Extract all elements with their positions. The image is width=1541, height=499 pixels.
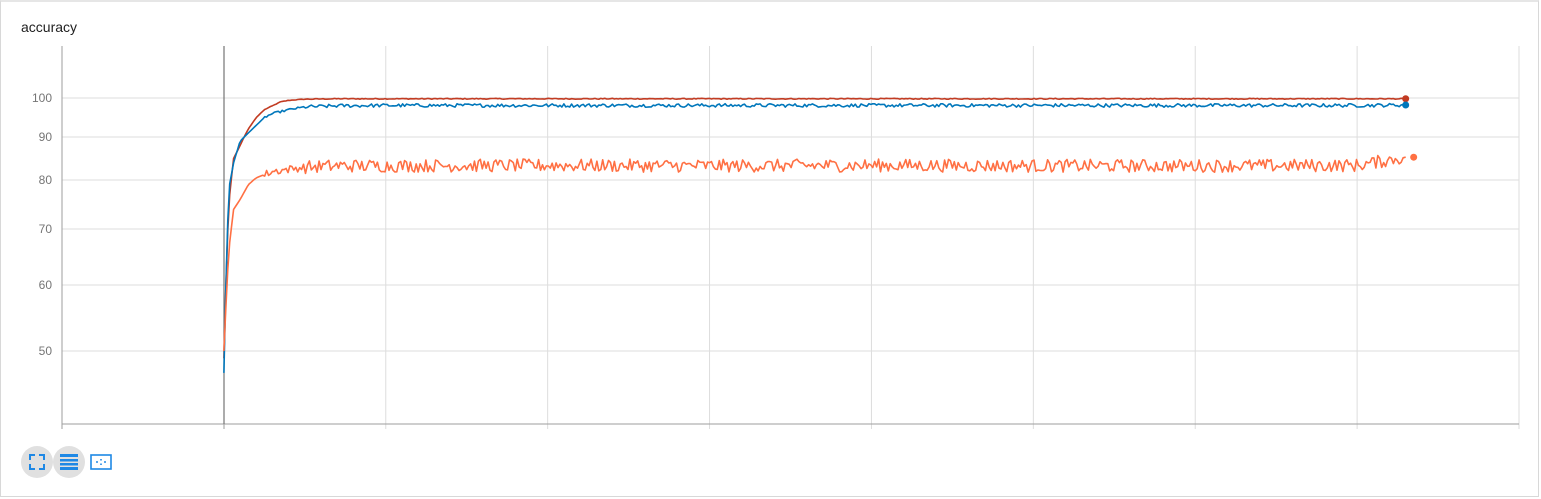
y-tick-label: 60 [39, 278, 53, 292]
y-tick-label: 70 [39, 222, 53, 236]
series-end-point-1 [1402, 95, 1410, 103]
fit-domain-icon [90, 454, 112, 470]
series-line-1 [223, 97, 1406, 359]
data-table-button[interactable] [53, 446, 85, 478]
series-end-point-3 [1410, 153, 1418, 161]
chart-title: accuracy [21, 19, 78, 35]
grid [62, 46, 1520, 429]
series-line-3 [223, 154, 1406, 352]
expand-button[interactable] [21, 446, 53, 478]
y-tick-label: 90 [39, 130, 53, 144]
series-line-2 [223, 102, 1406, 373]
data-table-icon [60, 454, 78, 470]
y-tick-label: 80 [39, 173, 53, 187]
expand-icon [29, 454, 45, 470]
series-layer [223, 95, 1418, 373]
y-axis-ticks: 50 60 70 80 90 100 [32, 91, 52, 358]
y-tick-label: 50 [39, 344, 53, 358]
y-tick-label: 100 [32, 91, 52, 105]
series-end-point-2 [1402, 101, 1410, 109]
fit-domain-button[interactable] [85, 446, 117, 478]
